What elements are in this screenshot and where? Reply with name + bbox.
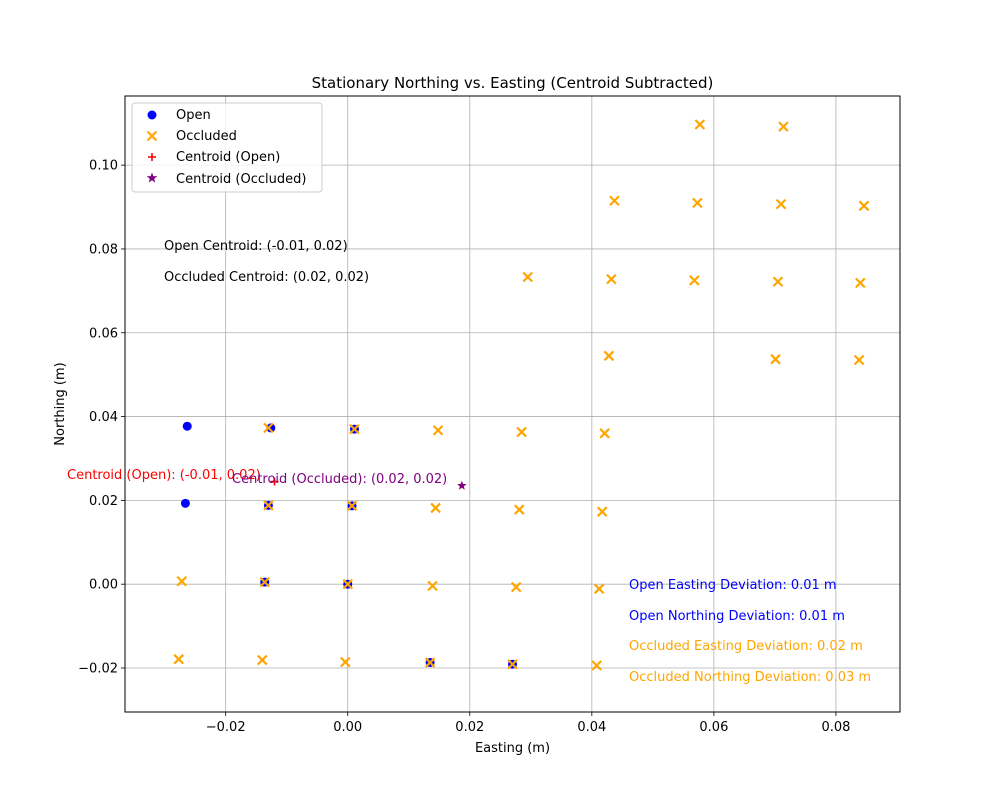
occluded-point (692, 197, 703, 209)
grid-lines (125, 96, 900, 712)
occluded-point (778, 121, 789, 132)
legend-label-open: Open (176, 108, 211, 123)
open-point (182, 421, 192, 431)
x-tick-label: 0.06 (699, 720, 728, 735)
open-point (180, 498, 190, 508)
occluded-point (263, 422, 274, 434)
legend-entry-open: Open (147, 108, 211, 123)
series-occluded (173, 119, 870, 671)
annotation-occluded-easting-deviation: Occluded Easting Deviation: 0.02 m (629, 639, 863, 654)
centroid-occluded-point (457, 480, 467, 490)
occluded-point (430, 502, 441, 514)
annotation-occluded-northing-deviation: Occluded Northing Deviation: 0.03 m (629, 670, 871, 685)
occluded-point (257, 654, 268, 666)
x-tick-label: −0.02 (206, 720, 246, 735)
x-tick-label: 0.04 (577, 720, 606, 735)
y-tick-label: 0.04 (89, 410, 118, 425)
legend-marker-open (147, 110, 157, 120)
occluded-point (858, 200, 870, 212)
occluded-point (176, 575, 188, 587)
occluded-point (694, 119, 706, 130)
occluded-point (775, 198, 787, 210)
occluded-point (609, 195, 620, 207)
occluded-point (606, 273, 617, 285)
y-tick-label: 0.02 (89, 494, 118, 509)
legend-entry-centroid-occluded: Centroid (Occluded) (146, 172, 306, 187)
y-tick-label: 0.00 (89, 578, 118, 593)
x-tick-label: 0.02 (455, 720, 484, 735)
occluded-point (855, 277, 866, 289)
occluded-point (432, 425, 444, 436)
occluded-point (259, 576, 271, 588)
annotation-centroid-open-label: Centroid (Open): (-0.01, 0.02) (67, 468, 261, 483)
occluded-point (591, 660, 602, 671)
plot-area-frame (124, 95, 901, 713)
y-tick-label: 0.08 (89, 242, 118, 257)
annotation-open-easting-deviation: Open Easting Deviation: 0.01 m (629, 578, 837, 593)
occluded-point (770, 353, 781, 365)
occluded-point (522, 271, 534, 283)
series-centroid-occluded (457, 480, 467, 490)
y-tick-label: 0.10 (89, 159, 118, 174)
occluded-point (507, 658, 518, 670)
occluded-point (346, 500, 358, 512)
occluded-point (263, 500, 274, 511)
centroid-open-point (270, 477, 279, 486)
legend: Open Occluded Centroid (Open) Centroid (… (131, 102, 323, 193)
x-tick-label: 0.08 (821, 720, 850, 735)
x-tick-label: 0.00 (333, 720, 362, 735)
chart-title: Stationary Northing vs. Easting (Centroi… (312, 74, 714, 92)
annotation-occluded-centroid: Occluded Centroid: (0.02, 0.02) (164, 270, 369, 285)
legend-marker-centroid-open (148, 153, 156, 161)
occluded-point (603, 350, 615, 362)
occluded-point (599, 428, 610, 439)
legend-entry-occluded: Occluded (146, 129, 237, 144)
open-point (266, 423, 276, 433)
legend-marker-occluded (146, 130, 158, 142)
occluded-point (516, 426, 527, 438)
occluded-point (342, 578, 354, 590)
legend-label-centroid-occluded: Centroid (Occluded) (176, 172, 306, 187)
occluded-point (427, 580, 438, 592)
y-tick-label: −0.02 (78, 662, 118, 677)
legend-entry-centroid-open: Centroid (Open) (148, 150, 280, 165)
occluded-point (513, 504, 525, 515)
occluded-point (510, 581, 522, 593)
occluded-point (424, 657, 436, 668)
occluded-point (772, 276, 784, 287)
y-axis-label: Northing (m) (53, 362, 68, 445)
legend-label-occluded: Occluded (176, 129, 237, 144)
occluded-point (853, 354, 865, 366)
occluded-point (340, 656, 351, 668)
occluded-point (596, 506, 608, 517)
legend-label-centroid-open: Centroid (Open) (176, 150, 280, 165)
annotation-centroid-occluded-label: Centroid (Occluded): (0.02, 0.02) (232, 472, 447, 487)
annotation-open-northing-deviation: Open Northing Deviation: 0.01 m (629, 609, 845, 624)
occluded-point (349, 423, 360, 435)
annotation-open-centroid: Open Centroid: (-0.01, 0.02) (164, 239, 348, 254)
occluded-point (173, 653, 184, 665)
legend-box (131, 102, 323, 193)
data-points (173, 119, 870, 671)
occluded-point (593, 583, 605, 595)
occluded-point (689, 275, 700, 286)
x-axis-label: Easting (m) (475, 741, 550, 756)
y-tick-label: 0.06 (89, 326, 118, 341)
series-centroid-open (270, 477, 279, 486)
axis-ticks: −0.02 0.00 0.02 0.04 0.06 0.08 −0.02 0.00 0.02 0.… (78, 159, 850, 735)
legend-marker-centroid-occluded (146, 172, 158, 183)
